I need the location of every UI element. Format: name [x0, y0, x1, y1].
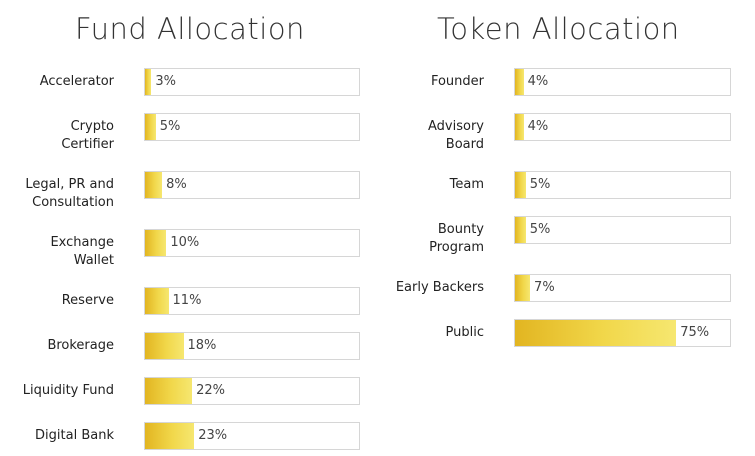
fund-category-label: Reserve — [61, 293, 114, 308]
token-bar-fill — [515, 114, 524, 140]
fund-bar-fill — [145, 288, 169, 314]
token-bar-track: 5% — [514, 171, 731, 199]
token-bar-track: 4% — [514, 113, 731, 141]
fund-value-label: 22% — [196, 383, 225, 398]
fund-bar-fill — [145, 69, 152, 95]
fund-bar-track: 8% — [144, 171, 360, 199]
fund-value-label: 3% — [155, 74, 177, 89]
fund-value-label: 10% — [170, 235, 200, 250]
fund-allocation-panel: Fund Allocation Accelerator 3% Crypto Certi… — [0, 0, 375, 456]
fund-value-label: 8% — [166, 177, 187, 192]
token-bar-track: 5% — [514, 216, 731, 244]
fund-allocation-title: Fund Allocation — [75, 12, 305, 46]
fund-bar-fill — [145, 333, 184, 359]
fund-category-label: Liquidity Fund — [22, 383, 114, 398]
fund-category-label: Digital Bank — [35, 428, 114, 443]
fund-category-label: Crypto Certifier — [61, 119, 114, 152]
fund-bar-fill — [145, 114, 156, 140]
fund-category-label: Brokerage — [47, 338, 114, 353]
token-bar-fill — [515, 320, 677, 346]
token-category-label: Founder — [430, 74, 484, 89]
token-bar-fill — [515, 217, 526, 243]
token-value-label: 4% — [527, 119, 549, 134]
token-allocation-panel: Token Allocation Founder 4% Advisory Board 4… — [377, 0, 755, 456]
token-value-label: 4% — [527, 74, 549, 89]
fund-bar-track: 23% — [144, 422, 360, 450]
fund-bar-fill — [145, 172, 163, 198]
token-bar-track: 7% — [514, 274, 731, 302]
fund-bar-fill — [145, 378, 193, 404]
fund-bar-track: 5% — [144, 113, 360, 141]
token-bar-fill — [515, 69, 524, 95]
fund-value-label: 23% — [198, 428, 228, 443]
fund-category-label: Legal, PR and Consultation — [25, 177, 114, 210]
fund-value-label: 5% — [159, 119, 181, 134]
token-bar-track: 75% — [514, 319, 731, 347]
token-category-label: Team — [449, 177, 484, 192]
fund-bar-track: 22% — [144, 377, 360, 405]
token-allocation-title: Token Allocation — [437, 12, 680, 46]
fund-bar-track: 18% — [144, 332, 360, 360]
token-category-label: Public — [445, 325, 484, 340]
fund-bar-track: 10% — [144, 229, 360, 257]
token-value-label: 75% — [680, 325, 710, 340]
fund-bar-track: 11% — [144, 287, 360, 315]
token-bar-track: 4% — [514, 68, 731, 96]
fund-category-label: Accelerator — [39, 74, 114, 89]
fund-bar-fill — [145, 230, 167, 256]
fund-bar-track: 3% — [144, 68, 360, 96]
token-value-label: 5% — [529, 177, 551, 192]
token-bar-fill — [515, 172, 526, 198]
token-category-label: Early Backers — [395, 280, 484, 295]
fund-value-label: 11% — [172, 293, 202, 308]
token-category-label: Bounty Program — [429, 222, 484, 255]
token-value-label: 7% — [534, 280, 555, 295]
token-category-label: Advisory Board — [428, 119, 484, 152]
fund-bar-fill — [145, 423, 195, 449]
token-value-label: 5% — [529, 222, 551, 237]
fund-category-label: Exchange Wallet — [50, 235, 114, 268]
fund-value-label: 18% — [187, 338, 217, 353]
token-bar-fill — [515, 275, 531, 301]
